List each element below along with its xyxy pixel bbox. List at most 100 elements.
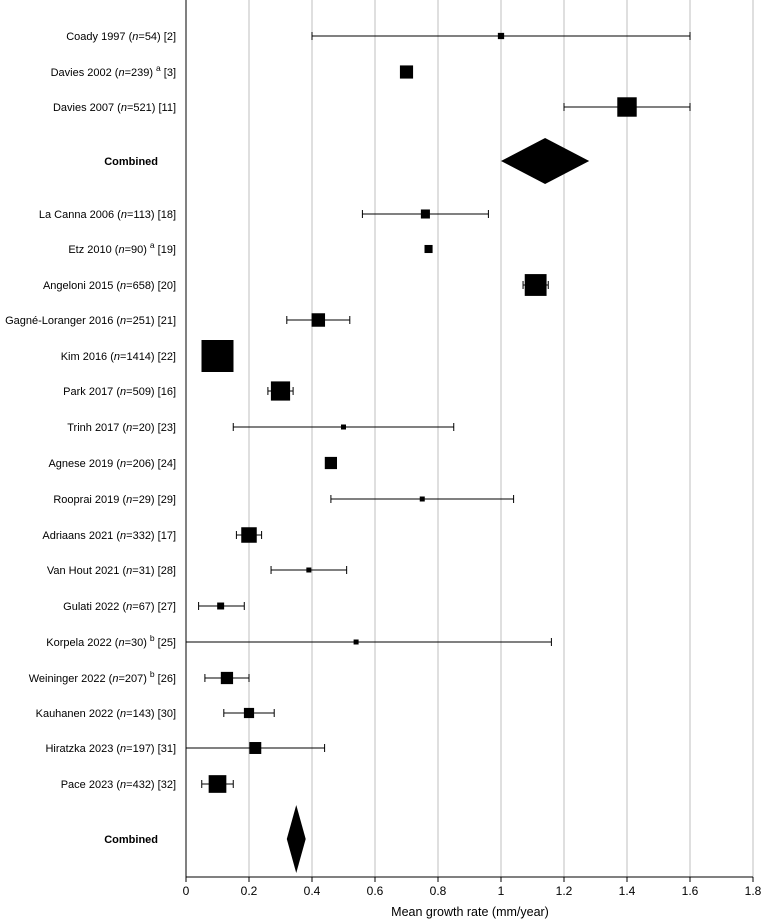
study-label-8: Kim 2016 (n=1414) [22] [61, 351, 176, 363]
study-label-5: Etz 2010 (n=90) a [19] [68, 240, 176, 256]
x-tick-label-2: 0.4 [304, 884, 321, 898]
study-label-17: Weininger 2022 (n=207) b [26] [29, 669, 176, 685]
footnote-mark: a [156, 63, 161, 73]
point-estimate-6 [524, 274, 547, 296]
study-label-20: Pace 2023 (n=432) [32] [61, 779, 176, 791]
point-estimate-0 [497, 32, 505, 40]
sample-size: =239) [125, 67, 153, 79]
n-symbol: n [120, 315, 126, 327]
sample-size: =509) [16] [126, 386, 176, 398]
point-estimate-5 [424, 244, 433, 254]
study-name: Davies 2007 ( [53, 102, 121, 114]
study-name: Van Hout 2021 ( [47, 565, 127, 577]
sample-size: =1414) [22] [120, 351, 176, 363]
n-symbol: n [126, 565, 132, 577]
point-estimate-16 [353, 639, 359, 645]
study-name: Gulati 2022 ( [63, 601, 126, 613]
n-symbol: n [126, 494, 132, 506]
study-name: Gagné-Loranger 2016 ( [5, 315, 120, 327]
n-symbol: n [126, 422, 132, 434]
n-symbol: n [118, 637, 124, 649]
sample-size: =30) [125, 637, 147, 649]
footnote-mark: b [150, 633, 155, 643]
combined-label-3: Combined [104, 156, 158, 168]
sample-size: =113) [18] [127, 209, 176, 221]
study-name: Angeloni 2015 ( [43, 280, 120, 292]
study-label-13: Adriaans 2021 (n=332) [17] [42, 530, 176, 542]
point-estimate-15 [217, 602, 225, 610]
sample-size: =332) [17] [126, 530, 176, 542]
sample-size: =658) [20] [126, 280, 176, 292]
study-name: Kauhanen 2022 ( [36, 708, 121, 720]
point-estimate-10 [341, 424, 346, 430]
sample-size: =29) [29] [132, 494, 176, 506]
point-estimate-11 [324, 456, 338, 470]
study-label-16: Korpela 2022 (n=30) b [25] [46, 633, 176, 649]
study-labels: Coady 1997 (n=54) [2]Davies 2002 (n=239)… [5, 31, 176, 846]
sample-size: =206) [24] [126, 458, 176, 470]
point-estimate-7 [311, 313, 326, 327]
point-estimate-14 [306, 567, 312, 573]
study-name: Coady 1997 ( [66, 31, 132, 43]
combined-diamond-3 [501, 138, 590, 184]
study-label-4: La Canna 2006 (n=113) [18] [39, 209, 176, 221]
n-symbol: n [114, 351, 120, 363]
n-symbol: n [121, 209, 127, 221]
combined-diamond-21 [286, 805, 306, 873]
study-name: Agnese 2019 ( [48, 458, 120, 470]
n-symbol: n [120, 530, 126, 542]
study-label-9: Park 2017 (n=509) [16] [63, 386, 176, 398]
point-estimate-17 [220, 671, 234, 685]
reference: [26] [158, 673, 176, 685]
point-estimate-12 [419, 496, 425, 502]
study-label-2: Davies 2007 (n=521) [11] [53, 102, 176, 114]
sample-size: =31) [28] [132, 565, 176, 577]
sample-size: =251) [21] [126, 315, 176, 327]
sample-size: =197) [31] [126, 743, 176, 755]
n-symbol: n [118, 67, 124, 79]
study-label-6: Angeloni 2015 (n=658) [20] [43, 280, 176, 292]
n-symbol: n [126, 601, 132, 613]
study-name: Korpela 2022 ( [46, 637, 118, 649]
study-label-1: Davies 2002 (n=239) a [3] [51, 63, 176, 79]
point-estimate-13 [241, 527, 257, 543]
sample-size: =521) [11] [127, 102, 176, 114]
sample-size: =54) [2] [138, 31, 176, 43]
reference: [25] [158, 637, 176, 649]
sample-size: =67) [27] [132, 601, 176, 613]
reference: [19] [158, 244, 176, 256]
study-name: Hiratzka 2023 ( [45, 743, 120, 755]
point-estimate-2 [617, 97, 637, 117]
data-marks [186, 32, 691, 873]
study-name: Rooprai 2019 ( [53, 494, 126, 506]
sample-size: =90) [125, 244, 147, 256]
reference: [3] [164, 67, 176, 79]
n-symbol: n [121, 102, 127, 114]
point-estimate-1 [399, 65, 414, 79]
x-tick-label-8: 1.6 [682, 884, 699, 898]
x-tick-label-0: 0 [183, 884, 190, 898]
study-name: Davies 2002 ( [51, 67, 119, 79]
x-tick-label-3: 0.6 [367, 884, 384, 898]
study-label-7: Gagné-Loranger 2016 (n=251) [21] [5, 315, 176, 327]
gridlines [248, 0, 754, 877]
sample-size: =207) [118, 673, 146, 685]
combined-label-21: Combined [104, 834, 158, 846]
study-name: La Canna 2006 ( [39, 209, 121, 221]
study-name: Trinh 2017 ( [67, 422, 126, 434]
point-estimate-18 [243, 707, 255, 719]
x-axis: 0 0.2 0.4 0.6 0.8 1 1.2 1.4 1.6 1.8 [183, 0, 762, 898]
study-name: Park 2017 ( [63, 386, 120, 398]
sample-size: =20) [23] [132, 422, 176, 434]
n-symbol: n [120, 743, 126, 755]
study-name: Kim 2016 ( [61, 351, 115, 363]
sample-size: =432) [32] [126, 779, 176, 791]
n-symbol: n [132, 31, 138, 43]
point-estimate-19 [249, 742, 262, 754]
n-symbol: n [120, 458, 126, 470]
x-tick-label-4: 0.8 [430, 884, 447, 898]
footnote-mark: b [150, 669, 155, 679]
study-label-19: Hiratzka 2023 (n=197) [31] [45, 743, 176, 755]
study-label-0: Coady 1997 (n=54) [2] [66, 31, 176, 43]
x-tick-label-9: 1.8 [745, 884, 762, 898]
